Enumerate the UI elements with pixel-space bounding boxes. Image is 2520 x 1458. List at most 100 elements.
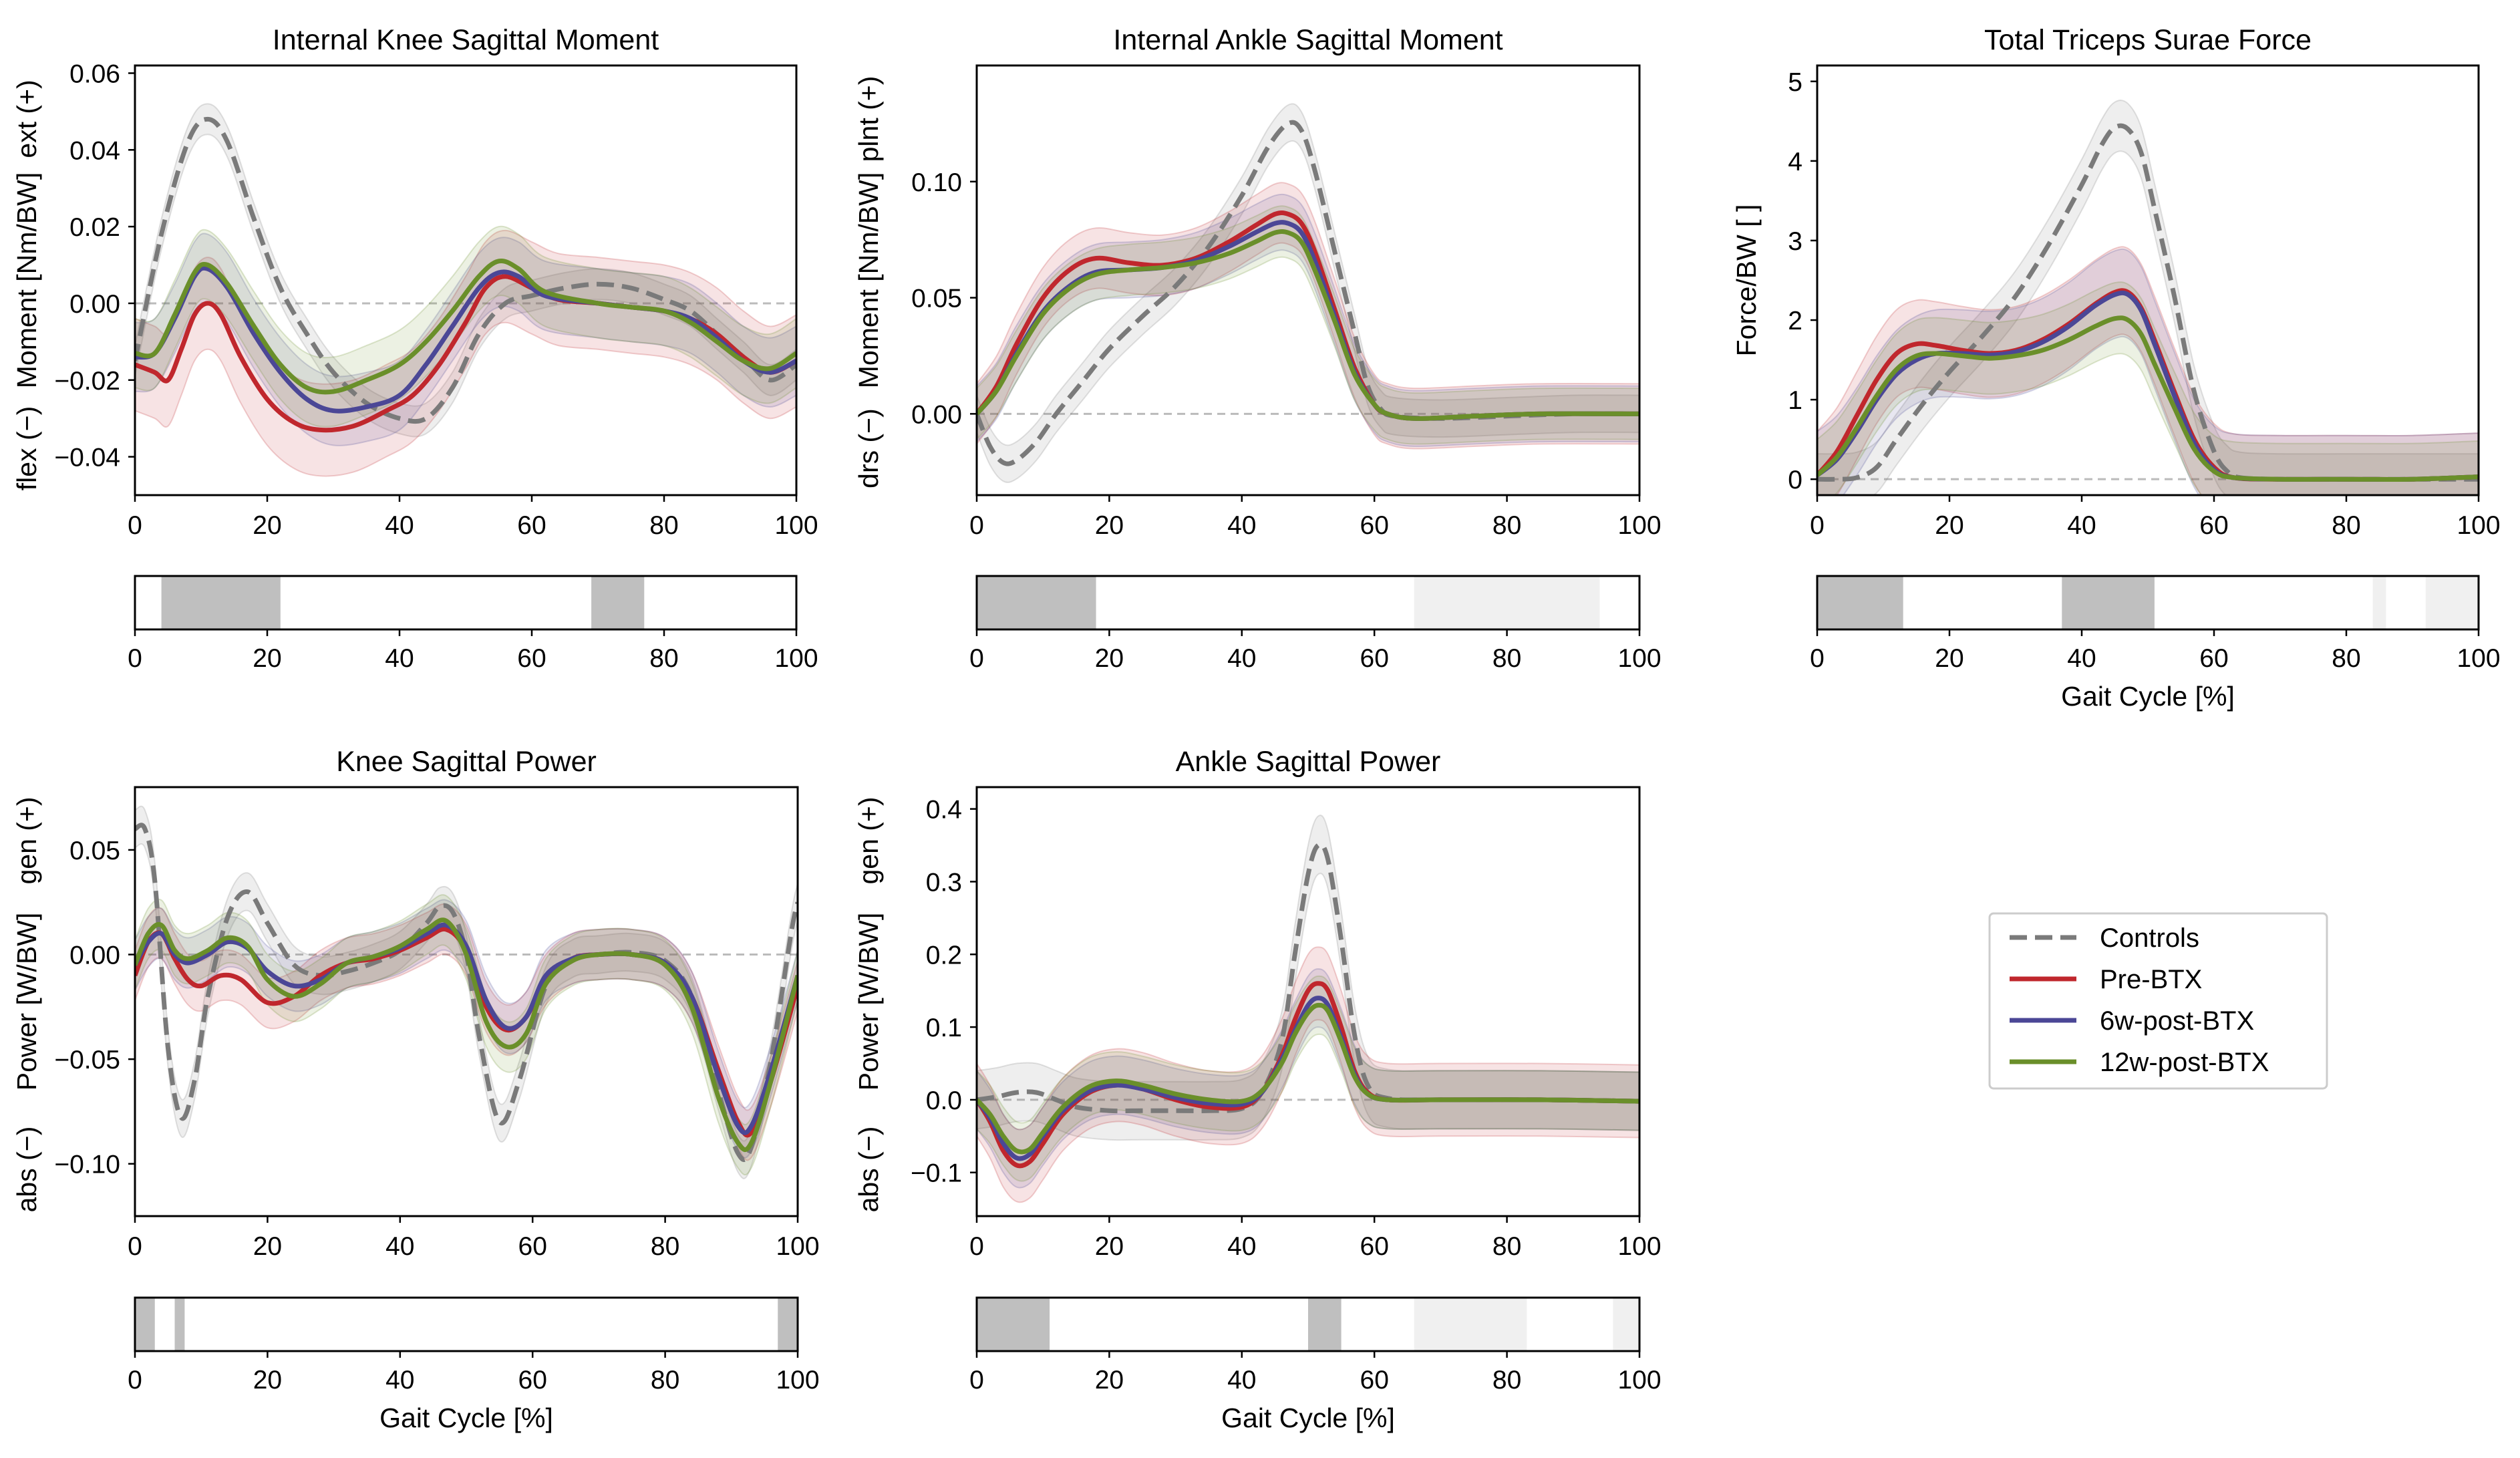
y-tick-label: 4 xyxy=(1788,148,1802,176)
significance-region xyxy=(1817,576,1903,629)
x-tick-label: 100 xyxy=(1617,511,1661,540)
significance-region xyxy=(2425,576,2479,629)
legend: Controls Pre-BTX 6w-post-BTX 12w-post-BTX xyxy=(1988,912,2328,1090)
legend-label: 12w-post-BTX xyxy=(2100,1048,2269,1077)
y-tick-label: 5 xyxy=(1788,68,1802,97)
x-tick-label: 40 xyxy=(1227,511,1256,540)
y-tick-label: −0.10 xyxy=(54,1151,120,1179)
x-tick-label: 80 xyxy=(1492,511,1521,540)
x-tick-label: 60 xyxy=(1360,1232,1389,1261)
y-axis-label: Moment [Nm/BW] xyxy=(11,172,42,388)
y-axis-positive-label: gen (+) xyxy=(853,796,884,884)
x-tick-label: 60 xyxy=(1360,511,1389,540)
strip-x-tick-label: 80 xyxy=(651,1366,679,1395)
chart-title: Internal Ankle Sagittal Moment xyxy=(1113,24,1503,56)
significance-region xyxy=(1613,1298,1639,1351)
significance-strip: 0 20 40 60 80 100 xyxy=(969,575,1662,673)
x-tick-label: 0 xyxy=(128,1232,142,1261)
significance-frame xyxy=(975,1296,1641,1352)
strip-x-tick-label: 40 xyxy=(1227,644,1256,673)
x-tick-label: 40 xyxy=(385,1232,414,1261)
significance-region xyxy=(778,1298,798,1351)
y-tick-label: 0.10 xyxy=(911,168,962,197)
series-line-12w-post-btx xyxy=(977,229,1639,421)
legend-label: 6w-post-BTX xyxy=(2100,1006,2254,1036)
significance-region xyxy=(161,576,281,629)
chart-knee_moment: Internal Knee Sagittal Moment 0 20 40 60 80 10… xyxy=(11,24,818,673)
x-tick-label: 60 xyxy=(517,511,546,540)
strip-x-tick-label: 100 xyxy=(776,1366,819,1395)
y-tick-label: −0.02 xyxy=(54,367,120,396)
y-axis-negative-label: abs (−) xyxy=(853,1127,884,1213)
strip-x-tick-label: 40 xyxy=(1227,1366,1256,1395)
significance-strip: 0 20 40 60 80 100 xyxy=(969,1296,1662,1395)
chart-ankle_moment: Internal Ankle Sagittal Moment 0 20 40 60 80 1… xyxy=(853,24,1662,673)
band-controls xyxy=(135,103,796,438)
significance-region xyxy=(591,576,645,629)
chart-knee_power: Knee Sagittal Power 0 20 40 60 80 100 −0.10 −0.0… xyxy=(11,746,820,1433)
y-tick-label: 0.02 xyxy=(69,213,120,242)
plot-area xyxy=(1817,100,2479,495)
chart-ankle_power: Ankle Sagittal Power 0 20 40 60 80 100 −0.1 0.0 0… xyxy=(853,746,1662,1433)
strip-x-tick-label: 60 xyxy=(1360,1366,1389,1395)
x-tick-label: 0 xyxy=(969,1232,984,1261)
band-pre-btx xyxy=(977,182,1639,450)
significance-region xyxy=(977,1298,1050,1351)
strip-x-tick-label: 60 xyxy=(1360,644,1389,673)
y-tick-label: −0.04 xyxy=(54,444,120,472)
strip-x-tick-label: 0 xyxy=(969,1366,984,1395)
plot-area xyxy=(135,103,796,477)
strip-x-tick-label: 100 xyxy=(2457,644,2500,673)
strip-x-tick-label: 60 xyxy=(518,1366,547,1395)
y-axis-positive-label: ext (+) xyxy=(11,80,42,158)
series-line-12w-post-btx xyxy=(977,1002,1639,1155)
x-tick-label: 0 xyxy=(969,511,984,540)
significance-region xyxy=(174,1298,185,1351)
band-12w-post-btx xyxy=(135,894,798,1176)
y-tick-label: −0.05 xyxy=(54,1046,120,1074)
strip-x-tick-label: 100 xyxy=(1617,644,1661,673)
significance-strip: 0 20 40 60 80 100 xyxy=(1810,575,2501,673)
chart-title: Total Triceps Surae Force xyxy=(1984,24,2312,56)
legend-label: Pre-BTX xyxy=(2100,965,2202,994)
x-tick-label: 20 xyxy=(253,511,281,540)
axes-frame xyxy=(134,64,798,496)
significance-region xyxy=(135,1298,155,1351)
y-tick-label: 0.04 xyxy=(69,136,120,165)
x-axis-label: Gait Cycle [%] xyxy=(1221,1403,1395,1433)
y-axis-positive-label: plnt (+) xyxy=(853,76,884,162)
significance-frame xyxy=(975,575,1641,631)
significance-strip: 0 20 40 60 80 100 xyxy=(128,575,818,673)
legend-frame xyxy=(1988,912,2328,1090)
x-tick-label: 20 xyxy=(1095,511,1124,540)
axes-frame xyxy=(975,786,1641,1217)
x-tick-label: 80 xyxy=(649,511,678,540)
axes-frame xyxy=(134,786,799,1217)
strip-x-tick-label: 40 xyxy=(385,644,414,673)
strip-x-tick-label: 20 xyxy=(253,1366,282,1395)
strip-x-tick-label: 0 xyxy=(969,644,984,673)
band-controls xyxy=(977,103,1639,483)
y-axis-label: Power [W/BW] xyxy=(11,913,42,1091)
series-line-6w-post-btx xyxy=(135,922,798,1135)
y-tick-label: 0.0 xyxy=(926,1086,962,1115)
y-axis-positive-label: gen (+) xyxy=(11,796,42,884)
series-line-controls xyxy=(135,116,796,424)
series-line-controls xyxy=(977,120,1639,466)
chart-title: Ankle Sagittal Power xyxy=(1176,746,1441,778)
significance-region xyxy=(1308,1298,1342,1351)
y-tick-label: 2 xyxy=(1788,307,1802,335)
series-line-6w-post-btx xyxy=(135,265,796,414)
x-tick-label: 20 xyxy=(253,1232,282,1261)
y-tick-label: 0.06 xyxy=(69,59,120,88)
x-tick-label: 100 xyxy=(774,511,818,540)
chart-title: Internal Knee Sagittal Moment xyxy=(273,24,659,56)
band-6w-post-btx xyxy=(135,899,798,1159)
y-tick-label: −0.1 xyxy=(911,1159,962,1188)
significance-region xyxy=(2062,576,2155,629)
x-tick-label: 40 xyxy=(2067,511,2096,540)
strip-x-tick-label: 80 xyxy=(649,644,678,673)
y-tick-label: 1 xyxy=(1788,386,1802,415)
significance-region xyxy=(1414,576,1600,629)
